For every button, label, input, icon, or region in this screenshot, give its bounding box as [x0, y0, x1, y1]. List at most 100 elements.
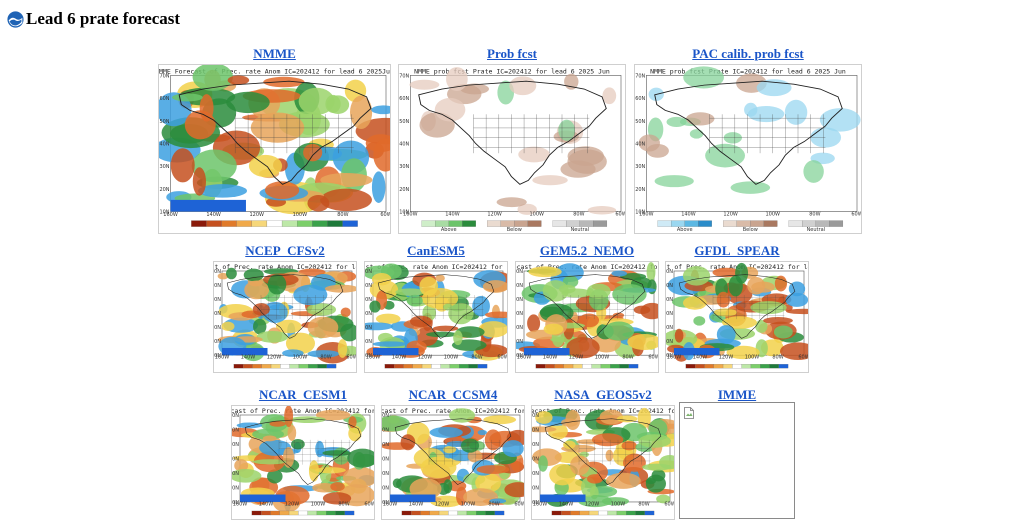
lat-tick-label: 30N — [214, 325, 221, 331]
pac-calib-prob-fcst-link[interactable]: PAC calib. prob fcst — [692, 46, 804, 61]
lat-tick-label: 30N — [232, 471, 239, 477]
lon-tick-label: 160W — [366, 355, 381, 361]
lon-tick-label: 100W — [745, 355, 760, 361]
imme-link[interactable]: IMME — [717, 387, 757, 402]
lat-tick-label: 40N — [159, 141, 169, 147]
map-caption: CFSv2 Forecast of Prec. rate Anom IC=202… — [214, 263, 356, 271]
gfdl-spear-link[interactable]: GFDL_SPEAR — [694, 243, 780, 258]
map-caption: NMME prob fcst Prate IC=202412 for lead … — [650, 67, 846, 75]
lon-tick-label: 120W — [249, 212, 264, 218]
lat-tick-label: 10N — [399, 210, 409, 216]
lon-tick-label: 140W — [445, 212, 460, 218]
lon-tick-label: 60W — [364, 501, 374, 507]
canesm5-link[interactable]: CanESM5 — [407, 243, 465, 258]
lat-tick-label: 30N — [159, 164, 169, 170]
map-caption: NMME Forecast of Prec. rate Anom IC=2024… — [159, 67, 390, 75]
ncar-cesm1-map-image[interactable]: NCAR_CESM1 Forecast of Prec. rate Anom I… — [231, 405, 375, 520]
legend-label: Below — [743, 227, 758, 233]
forecast-map-graphic: GEM5.2 NEMO Forecast of Prec. rate Anom … — [516, 262, 658, 369]
lat-tick-label: 10N — [214, 353, 221, 359]
nasa-geos5v2-link[interactable]: NASA_GEOS5v2 — [554, 387, 652, 402]
lon-tick-label: 160W — [667, 355, 682, 361]
lon-tick-label: 80W — [338, 501, 349, 507]
lon-tick-label: 80W — [638, 501, 649, 507]
panel-nasa-geos5v2: NASA_GEOS5v2 NASA GEOS5v2 Forecast of Pr… — [531, 387, 675, 520]
panel-nmme: NMME NMME Forecast of Prec. rate Anom IC… — [158, 46, 391, 234]
lon-tick-label: 120W — [585, 501, 600, 507]
lat-tick-label: 20N — [516, 339, 523, 345]
gem52-nemo-map-image[interactable]: GEM5.2 NEMO Forecast of Prec. rate Anom … — [515, 261, 659, 373]
panel-pac-calib-prob-fcst: PAC calib. prob fcst NMME prob fcst Prat… — [634, 46, 862, 234]
lat-tick-label: 10N — [635, 210, 645, 216]
map-caption: GEM5.2 NEMO Forecast of Prec. rate Anom … — [516, 263, 658, 271]
lat-tick-label: 20N — [635, 187, 645, 193]
pac-calib-prob-fcst-map-image[interactable]: NMME prob fcst Prate IC=202412 for lead … — [634, 64, 862, 234]
lat-tick-label: 70N — [666, 269, 673, 275]
imme-image-placeholder[interactable] — [679, 402, 795, 519]
lat-tick-label: 20N — [214, 339, 221, 345]
lon-tick-label: 60W — [664, 501, 674, 507]
ncep-cfsv2-map-image[interactable]: CFSv2 Forecast of Prec. rate Anom IC=202… — [213, 261, 357, 373]
lat-tick-label: 40N — [399, 141, 409, 147]
lat-tick-label: 60N — [635, 96, 645, 102]
lat-tick-label: 30N — [516, 325, 523, 331]
lat-tick-label: 70N — [214, 269, 221, 275]
lon-tick-label: 80W — [809, 212, 820, 218]
lat-tick-label: 20N — [399, 187, 409, 193]
lon-tick-label: 100W — [595, 355, 610, 361]
lon-tick-label: 140W — [259, 501, 274, 507]
forecast-map-graphic: SPEAR Forecast of Prec. rate Anom IC=202… — [666, 262, 808, 369]
gfdl-spear-map-image[interactable]: SPEAR Forecast of Prec. rate Anom IC=202… — [665, 261, 809, 373]
lon-tick-label: 60W — [514, 501, 524, 507]
ncep-cfsv2-link[interactable]: NCEP_CFSv2 — [245, 243, 325, 258]
lat-tick-label: 50N — [516, 297, 523, 303]
lat-tick-label: 50N — [532, 442, 539, 448]
nmme-map-image[interactable]: NMME Forecast of Prec. rate Anom IC=2024… — [158, 64, 391, 234]
lat-tick-label: 70N — [532, 413, 539, 419]
lon-tick-label: 60W — [648, 355, 658, 361]
legend-label: Below — [507, 227, 522, 233]
lon-tick-label: 120W — [285, 501, 300, 507]
lon-tick-label: 60W — [346, 355, 356, 361]
lat-tick-label: 20N — [382, 485, 389, 491]
panel-ncar-cesm1: NCAR_CESM1 NCAR_CESM1 Forecast of Prec. … — [231, 387, 375, 520]
lat-tick-label: 20N — [365, 339, 372, 345]
lon-tick-label: 100W — [611, 501, 626, 507]
panel-ncep-cfsv2: NCEP_CFSv2 CFSv2 Forecast of Prec. rate … — [213, 243, 357, 373]
forecast-map-graphic: NMME prob fcst Prate IC=202412 for lead … — [635, 66, 861, 233]
lon-tick-label: 60W — [851, 212, 861, 218]
prob-fcst-link[interactable]: Prob fcst — [487, 46, 537, 61]
lat-tick-label: 30N — [532, 471, 539, 477]
lon-tick-label: 60W — [380, 212, 390, 218]
lat-tick-label: 70N — [399, 73, 409, 79]
lat-tick-label: 30N — [666, 325, 673, 331]
nmme-link[interactable]: NMME — [253, 46, 296, 61]
canesm5-map-image[interactable]: CanESM5 Forecast of Prec. rate Anom IC=2… — [364, 261, 508, 373]
lat-tick-label: 50N — [666, 297, 673, 303]
lon-tick-label: 100W — [529, 212, 544, 218]
ncar-ccsm4-map-image[interactable]: NCAR_CCSM4 Forecast of Prec. rate Anom I… — [381, 405, 525, 520]
lon-tick-label: 120W — [267, 355, 282, 361]
lat-tick-label: 40N — [214, 311, 221, 317]
lon-tick-label: 120W — [487, 212, 502, 218]
lon-tick-label: 100W — [461, 501, 476, 507]
legend-label: Neutral — [807, 227, 825, 233]
lat-tick-label: 60N — [382, 427, 389, 433]
lon-tick-label: 120W — [435, 501, 450, 507]
legend-label: Neutral — [571, 227, 589, 233]
forecast-map-graphic: CanESM5 Forecast of Prec. rate Anom IC=2… — [365, 263, 507, 369]
lon-tick-label: 140W — [241, 355, 256, 361]
nasa-geos5v2-map-image[interactable]: NASA GEOS5v2 Forecast of Prec. rate Anom… — [531, 405, 675, 520]
lon-tick-label: 140W — [681, 212, 696, 218]
map-caption: NMME prob fcst Prate IC=202412 for lead … — [414, 67, 610, 75]
ncar-ccsm4-link[interactable]: NCAR_CCSM4 — [408, 387, 498, 402]
lat-tick-label: 10N — [382, 500, 389, 506]
lat-tick-label: 60N — [365, 283, 372, 289]
lat-tick-label: 70N — [635, 73, 645, 79]
lat-tick-label: 20N — [232, 485, 239, 491]
ncar-cesm1-link[interactable]: NCAR_CESM1 — [258, 387, 348, 402]
gem52-nemo-link[interactable]: GEM5.2_NEMO — [539, 243, 635, 258]
prob-fcst-map-image[interactable]: NMME prob fcst Prate IC=202412 for lead … — [398, 64, 626, 234]
noaa-logo-icon — [7, 10, 24, 28]
lat-tick-label: 10N — [666, 353, 673, 359]
